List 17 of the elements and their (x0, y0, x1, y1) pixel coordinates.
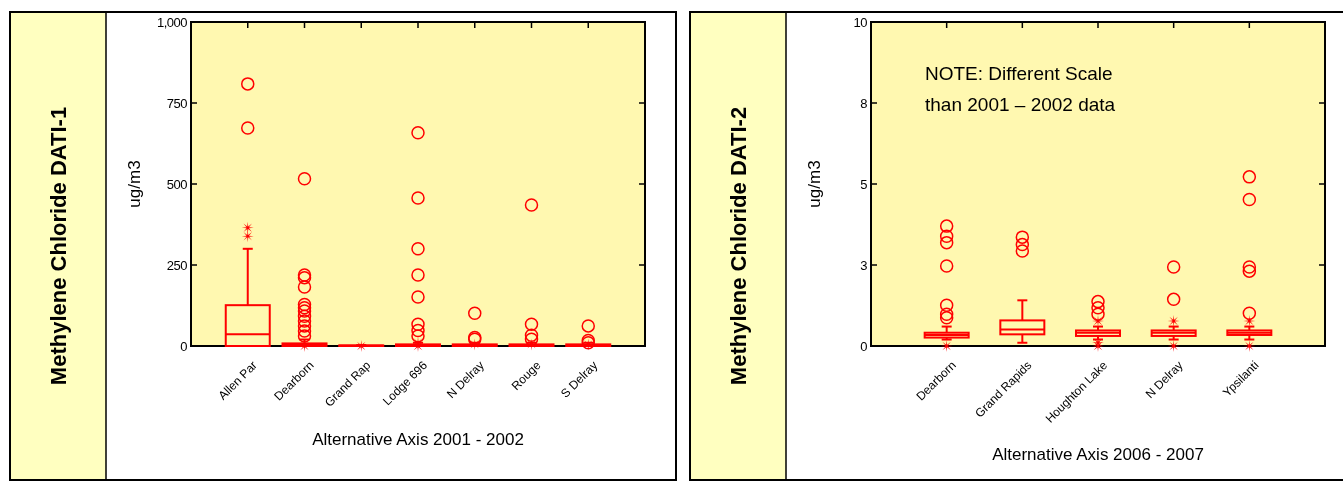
y-tick-label: 750 (166, 95, 188, 111)
text: Methylene Chloride DATI-2 (726, 106, 751, 386)
y-tick-label: 3 (860, 257, 868, 273)
y-tick-label: 0 (860, 338, 868, 354)
y-axis-title: ug/m3 (125, 160, 144, 208)
y-axis-title: ug/m3 (805, 160, 824, 208)
y-tick-label: 8 (860, 95, 868, 111)
annotation: NOTE: Different Scale than 2001 – 2002 data (925, 63, 1116, 115)
x-axis-title: Alternative Axis 2006 - 2007 (992, 445, 1204, 464)
y-tick-label: 5 (860, 176, 868, 192)
y-tick-label: 10 (853, 14, 868, 30)
y-tick-label: 500 (166, 176, 188, 192)
y-tick-label: 0 (180, 338, 188, 354)
text: Methylene Chloride DATI-1 (46, 106, 71, 386)
y-tick-label: 250 (166, 257, 188, 273)
x-axis-title: Alternative Axis 2001 - 2002 (312, 430, 524, 449)
y-tick-label: 1,000 (156, 14, 188, 30)
